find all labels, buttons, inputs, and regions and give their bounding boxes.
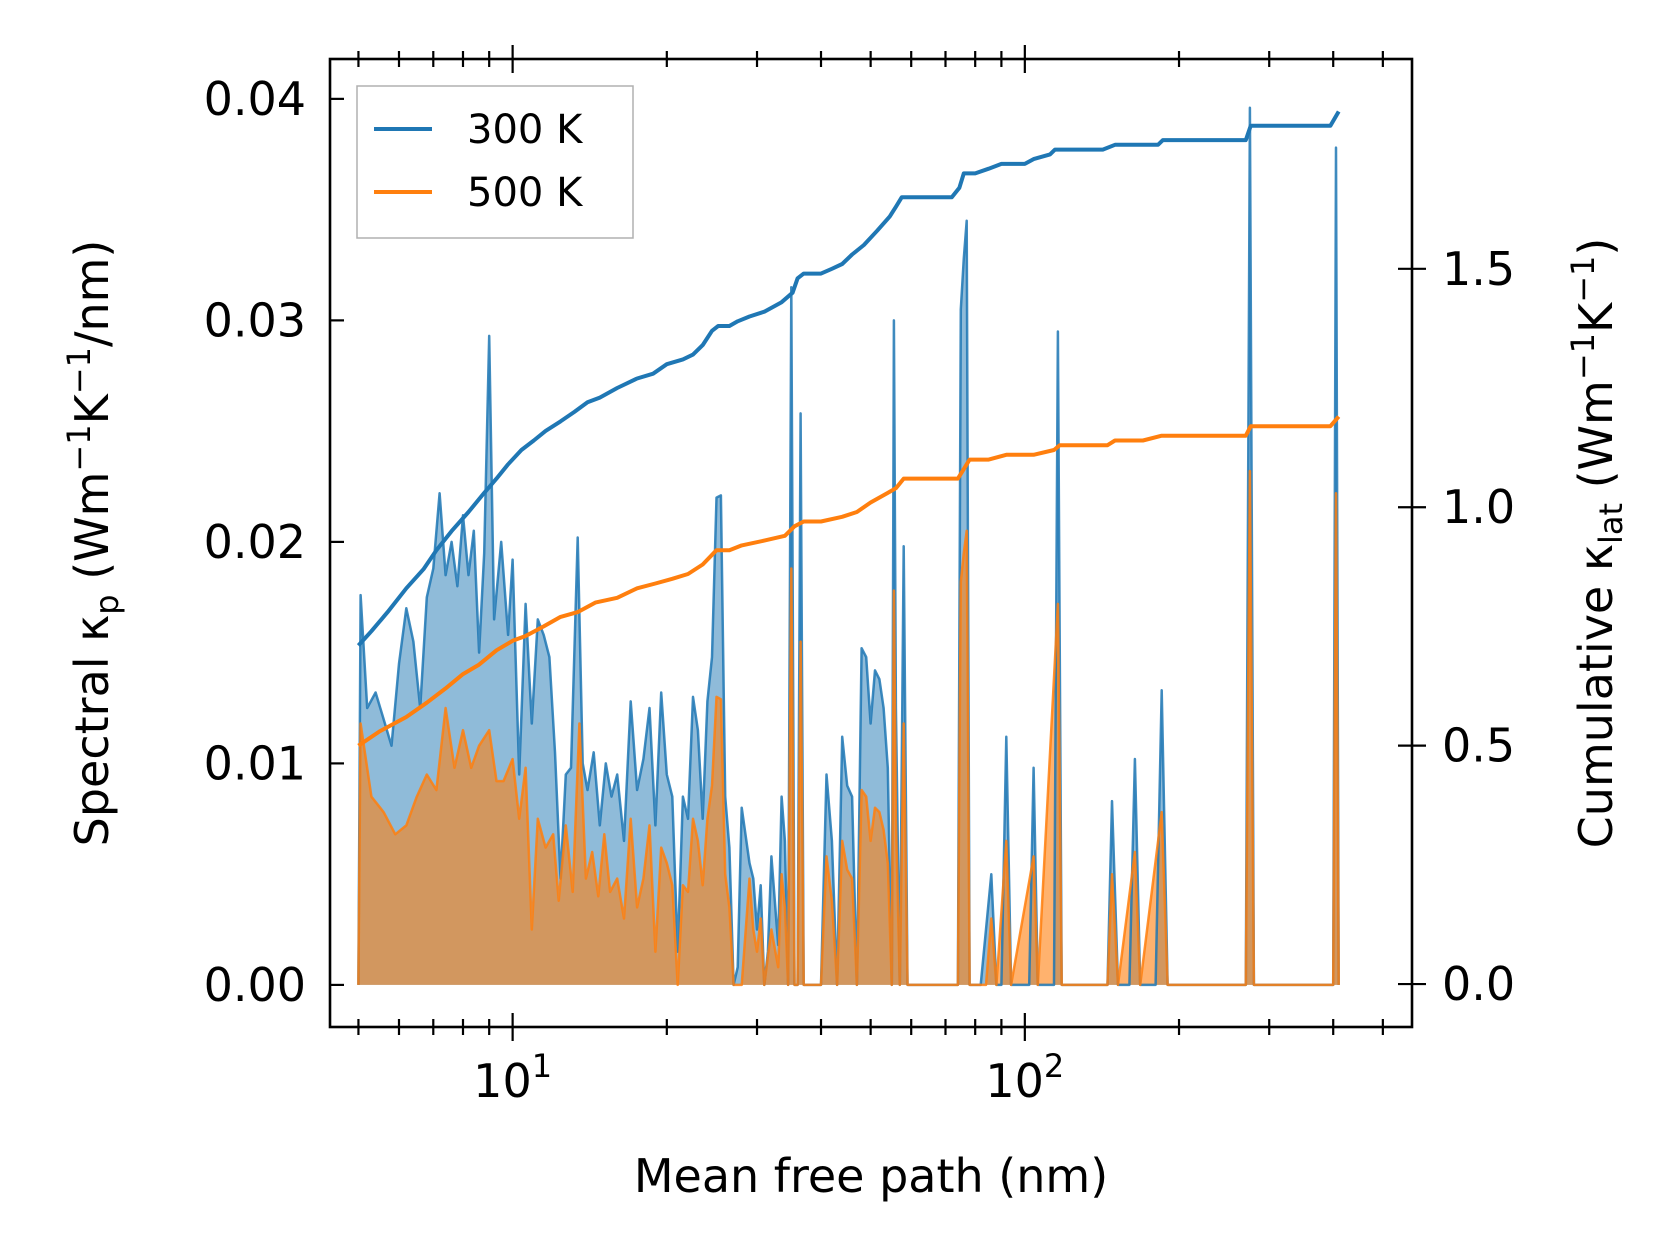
right-axis-title-sub: lat (1592, 503, 1630, 544)
spectral-lines (357, 106, 1340, 987)
left-axis-title-unit-a: (Wm (65, 472, 119, 595)
left-tick-label: 0.01 (204, 736, 306, 790)
left-tick-label: 0.00 (204, 958, 306, 1012)
cumulative-lines (356, 110, 1341, 748)
legend-label-300k: 300 K (467, 107, 584, 153)
left-axis-title-sup-b: −1 (60, 347, 98, 394)
x-axis-title: Mean free path (nm) (634, 1149, 1108, 1203)
spectral-fills (358, 107, 1339, 985)
x-tick-label: 101 (473, 1047, 552, 1108)
x-tick-label-exponent: 2 (1044, 1047, 1064, 1085)
right-axis-title-sup-b: −1 (1564, 256, 1602, 303)
right-axis-title-prefix: Cumulative κ (1569, 544, 1623, 848)
left-axis-title: Spectral κp (Wm−1K−1/nm) (60, 240, 126, 847)
left-axis-title-prefix: Spectral κ (65, 615, 119, 847)
cumulative-line-300-k (356, 110, 1341, 647)
left-axis-title-sup-a: −1 (60, 424, 98, 471)
x-tick-label-exponent: 1 (532, 1047, 552, 1085)
left-tick-label: 0.02 (204, 515, 306, 569)
left-axis-title-unit-b: K (65, 392, 119, 424)
spectral-line-500-k (357, 469, 1340, 987)
right-tick-label: 0.0 (1442, 957, 1515, 1011)
x-tick-label: 102 (985, 1047, 1064, 1108)
left-tick-label: 0.04 (204, 72, 306, 126)
spectral-fill-500-k (358, 471, 1339, 985)
right-axis-title-unit-b: K (1569, 301, 1623, 333)
left-y-axis: 0.00 0.01 0.02 0.03 0.04 (204, 72, 344, 1012)
x-axis: 101 102 (357, 45, 1384, 1108)
right-tick-label: 1.5 (1442, 242, 1515, 296)
legend-label-500k: 500 K (467, 170, 584, 216)
right-tick-label: 1.0 (1442, 480, 1515, 534)
right-tick-label: 0.5 (1442, 719, 1515, 773)
right-axis-title-unit-a: (Wm (1569, 380, 1623, 503)
left-axis-title-sub: p (88, 594, 126, 614)
x-tick-label-base: 10 (473, 1054, 532, 1108)
spectral-line-300-k (357, 106, 1340, 987)
cumulative-line-500-k (357, 415, 1341, 748)
left-axis-title-unit-c: /nm) (65, 240, 119, 347)
right-y-axis: 0.0 0.5 1.0 1.5 (1398, 242, 1515, 1011)
legend-box (356, 85, 634, 239)
right-axis-title-sup-a: −1 (1564, 333, 1602, 380)
right-axis-title-unit-c: ) (1569, 238, 1623, 256)
right-axis-title: Cumulative κlat (Wm−1K−1) (1564, 238, 1630, 849)
left-tick-label: 0.03 (204, 293, 306, 347)
x-tick-label-base: 10 (985, 1054, 1044, 1108)
plot-area (356, 106, 1341, 987)
legend: 300 K 500 K (356, 85, 634, 239)
